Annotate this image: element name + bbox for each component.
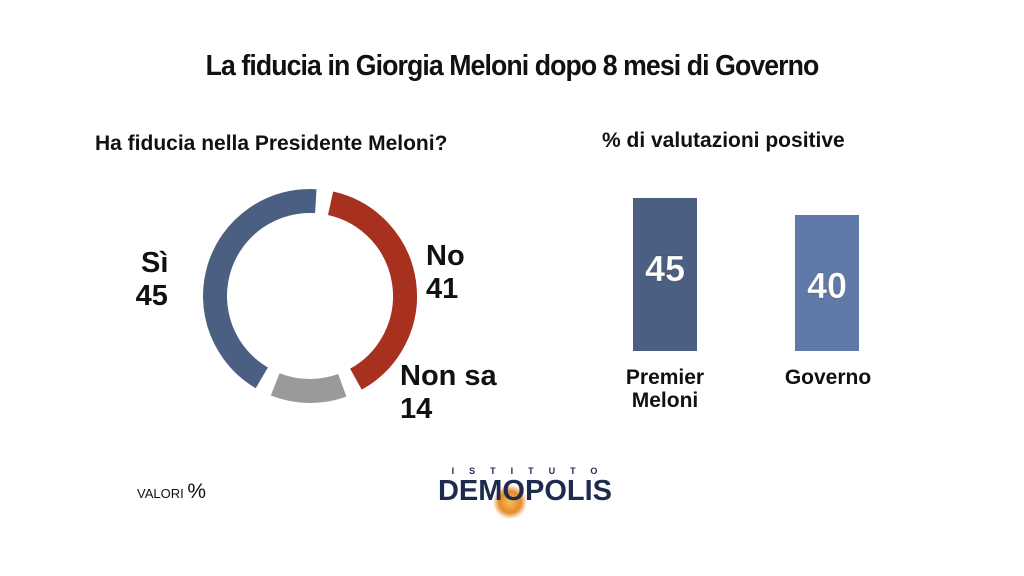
bar-subtitle: % di valutazioni positive: [602, 129, 845, 152]
slice-label-non-sa-name: Non sa: [400, 360, 497, 392]
bar-value-label-premier: 45: [645, 248, 685, 289]
bar-category-governo: Governo: [784, 366, 872, 389]
logo-main-text: DEMOPOLIS: [437, 475, 612, 507]
bar-value-label-governo: 40: [807, 265, 847, 306]
slice-label-non-sa-value: 14: [400, 393, 433, 425]
donut-slice-non-sa: [270, 373, 347, 403]
slice-label-non-sa: Non sa 14: [400, 360, 497, 426]
values-note: VALORI %: [137, 480, 206, 504]
donut-subtitle: Ha fiducia nella Presidente Meloni?: [95, 132, 448, 155]
slice-label-si: Sì 45: [135, 247, 169, 313]
bar-governo: [795, 215, 859, 351]
values-note-label: VALORI: [137, 486, 184, 501]
slice-label-no-name: No: [426, 240, 465, 272]
donut-slice-no: [327, 191, 417, 390]
bar-premier: [633, 198, 697, 351]
slice-label-si-value: 45: [135, 280, 168, 312]
logo-glow-icon: [493, 485, 527, 519]
chart-title: La fiducia in Giorgia Meloni dopo 8 mesi…: [205, 50, 820, 82]
slice-label-si-name: Sì: [141, 247, 169, 279]
demopolis-logo: ISTITUTO DEMOPOLIS: [405, 466, 645, 519]
logo-top-text: ISTITUTO: [451, 466, 613, 476]
logo-main-wrap: DEMOPOLIS: [405, 475, 645, 519]
bar-category-premier: Premier Meloni: [625, 366, 705, 412]
values-note-unit: %: [187, 480, 207, 503]
donut-slice-si: [203, 189, 317, 389]
slice-label-no-value: 41: [426, 273, 459, 305]
slice-label-no: No 41: [426, 240, 465, 306]
donut-chart: [203, 189, 417, 403]
